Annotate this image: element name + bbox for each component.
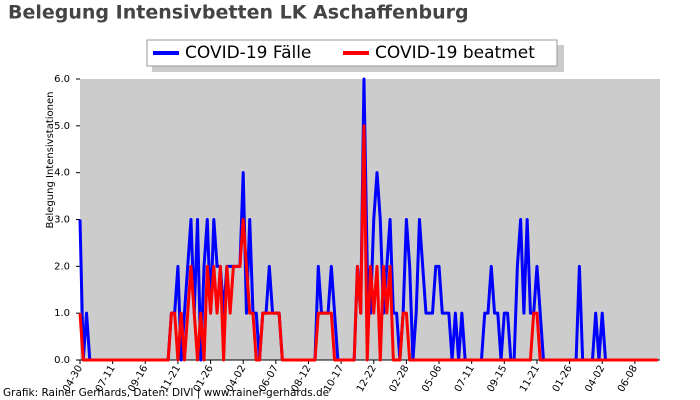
series-line — [78, 124, 658, 362]
x-tick-label: 06-08 — [616, 364, 640, 395]
legend-label: COVID-19 Fälle — [185, 43, 311, 63]
y-axis-label: Belegung Intensivstationen — [45, 91, 56, 228]
x-tick-label: 05-06 — [420, 364, 444, 395]
x-tick-label: 10-17 — [322, 364, 346, 395]
y-tick-label: 3.0 — [54, 215, 70, 226]
y-tick-label: 6.0 — [54, 74, 70, 85]
x-tick-label: 01-26 — [551, 364, 575, 395]
legend-label: COVID-19 beatmet — [375, 43, 535, 63]
y-tick-label: 5.0 — [54, 121, 70, 132]
y-tick-label: 1.0 — [54, 308, 70, 319]
x-tick-label: 02-28 — [388, 364, 412, 395]
chart-title: Belegung Intensivbetten LK Aschaffenburg — [8, 2, 469, 24]
x-tick-label: 04-02 — [583, 364, 607, 395]
x-tick-label: 11-21 — [518, 364, 542, 395]
x-tick-label: 09-15 — [485, 364, 509, 395]
x-tick-label: 07-11 — [453, 364, 477, 395]
x-tick-label: 12-22 — [355, 364, 379, 395]
y-tick-label: 2.0 — [54, 261, 70, 272]
y-tick-label: 0.0 — [54, 355, 70, 366]
footer: Grafik: Rainer Gerhards, Daten: DIVI | w… — [3, 387, 329, 399]
y-tick-label: 4.0 — [54, 168, 70, 179]
